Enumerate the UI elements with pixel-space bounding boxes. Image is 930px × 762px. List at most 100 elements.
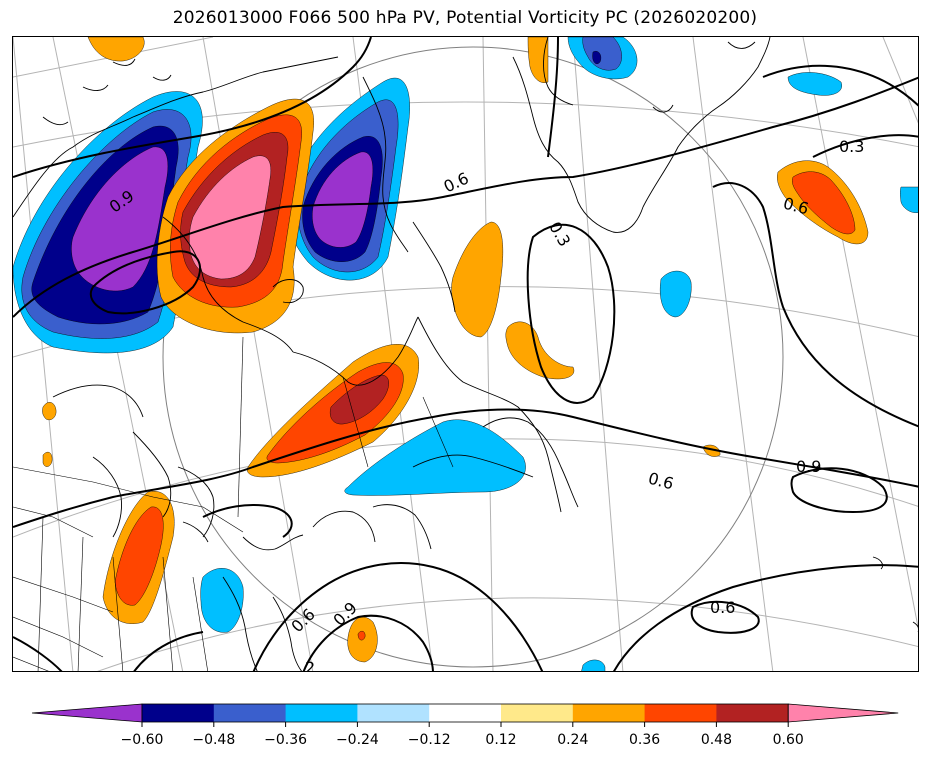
contour-line [89, 250, 202, 315]
colorbar-tick-label: 0.12 [485, 732, 516, 748]
colorbar-extend-high [787, 703, 899, 723]
coastline [82, 84, 109, 91]
border-line [192, 576, 208, 671]
coastline [482, 417, 579, 508]
anomaly-region [451, 221, 504, 338]
contour-line [13, 408, 918, 528]
coastline [152, 74, 172, 81]
contour-line [302, 614, 434, 671]
coastline [92, 456, 122, 538]
reference-circle [162, 46, 784, 668]
colorbar-tick-label: −0.48 [192, 732, 235, 748]
anomaly-region [592, 51, 602, 65]
coastline [412, 221, 456, 313]
map-panel: 0.9 0.6 0.3 0.3 0.6 0.9 0.6 0.6 0.6 0.9 … [12, 36, 919, 672]
colorbar-swatch [357, 704, 430, 722]
colorbar-tick-label: 0.24 [557, 732, 588, 748]
coastline [292, 316, 419, 386]
anomaly-region [344, 419, 526, 496]
anomaly-region [792, 171, 856, 235]
anomaly-region [505, 321, 575, 380]
border-line [112, 556, 124, 671]
colorbar-swatch [716, 704, 789, 722]
coastline [872, 556, 884, 570]
anomaly-region [582, 37, 622, 71]
colorbar-swatch [429, 704, 502, 722]
map-title: 2026013000 F066 500 hPa PV, Potential Vo… [172, 8, 758, 28]
border-line [37, 516, 44, 671]
coastline [177, 466, 215, 538]
coastline [412, 454, 534, 478]
contour-line [252, 562, 544, 671]
political-borders [13, 336, 454, 671]
graticule-line [572, 37, 624, 671]
colorbar-tick-label: −0.12 [408, 732, 451, 748]
border-line [422, 396, 454, 468]
colorbar-swatch [501, 704, 574, 722]
colorbar-extend-low [31, 703, 143, 723]
graticule-line [13, 37, 74, 671]
colorbar: −0.60 −0.48 −0.36 −0.24 −0.12 0.12 0.24 0.36 0.4… [31, 703, 899, 748]
coastline [272, 279, 304, 304]
map-canvas: 0.9 0.6 0.3 0.3 0.6 0.9 0.6 0.6 0.6 0.9 … [13, 37, 918, 671]
border-line [237, 336, 244, 518]
colorbar-swatch [142, 704, 215, 722]
colorbar-tick-label: 0.48 [701, 732, 732, 748]
anomaly-region [87, 37, 145, 62]
contour-line [812, 134, 918, 158]
coastline [312, 510, 376, 543]
anomaly-region [114, 506, 164, 606]
coastline [132, 431, 172, 518]
contour-line [712, 182, 918, 428]
contour-line [547, 37, 559, 158]
coastline [52, 384, 144, 418]
positive-anomaly-fill [42, 37, 869, 663]
anomaly-region [312, 151, 374, 248]
anomaly-region [900, 186, 918, 213]
border-line [13, 466, 244, 533]
contour-label: 0.3 [545, 218, 574, 250]
colorbar-ticks: −0.60 −0.48 −0.36 −0.24 −0.12 0.12 0.24 0.36 0.4… [121, 722, 804, 748]
contour-line [526, 223, 616, 404]
contour-line [613, 564, 918, 671]
coastline [417, 316, 562, 513]
coastline [512, 56, 644, 233]
coastline [222, 576, 258, 671]
coastline [162, 216, 294, 353]
colorbar-swatch [644, 704, 717, 722]
coastline [362, 76, 409, 253]
border-line [13, 616, 104, 658]
border-line [13, 656, 49, 671]
coastline [112, 58, 136, 66]
anomaly-region [42, 451, 53, 467]
contour-label: 0.9 [796, 457, 821, 476]
anomaly-region [660, 270, 692, 318]
colorbar-tick-label: −0.24 [336, 732, 379, 748]
contour-line [13, 37, 372, 178]
graticule-line [482, 37, 494, 671]
contour-label: 0.6 [646, 468, 676, 493]
colorbar-tick-label: 0.36 [629, 732, 660, 748]
anomaly-region [527, 37, 549, 83]
border-line [13, 576, 114, 613]
graticule-line [882, 37, 918, 124]
anomaly-region [330, 374, 389, 425]
colorbar-tick-label: 0.60 [773, 732, 804, 748]
contour-line [13, 636, 63, 671]
negative-anomaly-fill [13, 37, 918, 671]
coastline [912, 621, 918, 632]
coastlines [13, 37, 918, 671]
contour-label: 0.6 [710, 598, 735, 617]
contour-line [13, 76, 918, 318]
colorbar-tick-label: −0.36 [264, 732, 307, 748]
anomaly-region [581, 659, 606, 671]
anomaly-region [42, 402, 57, 421]
anomaly-region [200, 568, 244, 633]
coastline [42, 116, 69, 126]
colorbar-swatch [285, 704, 358, 722]
border-line [162, 556, 174, 671]
colorbar-frame [141, 703, 789, 723]
coastline [727, 41, 756, 49]
contour-line [790, 467, 888, 514]
contour-line [133, 631, 204, 671]
